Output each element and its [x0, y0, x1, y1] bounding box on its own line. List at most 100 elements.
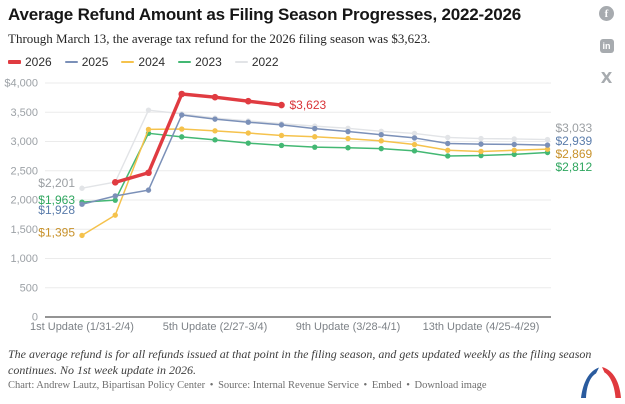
legend-item-2022: 2022 [234, 55, 279, 69]
data-point-2023 [179, 134, 185, 140]
legend-item-2024: 2024 [121, 55, 165, 69]
download-image-link[interactable]: Download image [414, 380, 487, 391]
data-point-2022 [79, 185, 85, 191]
data-point-2022 [145, 107, 152, 113]
x-tick-label: 1st Update (1/31-2/4) [30, 321, 134, 333]
data-point-2023 [445, 153, 451, 159]
data-point-2024 [445, 147, 451, 153]
facebook-share-icon[interactable]: f [599, 6, 614, 21]
x-share-icon[interactable]: X [600, 69, 613, 87]
data-point-2022 [411, 130, 418, 137]
legend-dash-icon [234, 60, 248, 64]
chart-title: Average Refund Amount as Filing Season P… [8, 5, 521, 24]
series-line-2026 [113, 92, 284, 185]
chart-subtitle: Through March 13, the average tax refund… [8, 31, 431, 46]
data-point-2023 [378, 145, 384, 152]
data-point-2024 [245, 130, 251, 136]
y-tick-label: 0 [32, 312, 38, 324]
social-share-bar: f in X [599, 6, 614, 87]
end-value-label-2023: $2,812 [556, 160, 593, 174]
y-tick-label: 2,000 [10, 195, 38, 207]
chart-canvas: $4,000 3,500 3,000 2,500 2,000 1,500 1,000 500 0… [4, 78, 593, 334]
bpc-logo-left-arc [581, 367, 599, 398]
data-point-2024 [179, 126, 185, 132]
embed-link[interactable]: Embed [371, 380, 402, 391]
data-point-2024 [544, 146, 551, 152]
credit-separator: • [209, 380, 214, 391]
y-tick-label: 500 [20, 282, 38, 294]
start-value-label-2024: $1,395 [38, 225, 75, 239]
data-point-2023 [245, 140, 251, 146]
credit-separator: • [363, 380, 368, 391]
data-point-2025 [378, 132, 384, 138]
legend-dash-icon [64, 60, 78, 64]
linkedin-share-icon[interactable]: in [599, 39, 614, 53]
data-point-2024 [278, 132, 285, 139]
data-point-2025 [112, 193, 118, 199]
y-tick-label: 3,500 [10, 107, 38, 119]
data-point-2025 [179, 112, 185, 118]
y-tick-label: 1,500 [10, 224, 38, 236]
y-tick-label: 2,500 [10, 165, 38, 177]
data-point-2025 [212, 116, 218, 122]
data-point-2025 [278, 122, 285, 128]
data-point-2026 [278, 101, 285, 109]
data-point-2022 [445, 134, 451, 141]
legend-item-2026: 2026 [8, 55, 52, 69]
y-tick-label: 1,000 [10, 253, 38, 265]
start-value-label-2023: $1,963 [38, 193, 75, 207]
x-tick-label: 9th Update (3/28-4/1) [296, 321, 401, 333]
legend-label: 2026 [25, 55, 52, 69]
data-point-2026 [111, 179, 119, 186]
data-point-2025 [145, 187, 152, 193]
end-value-label-2024: $2,869 [556, 147, 593, 161]
end-value-label-2026: $3,623 [290, 98, 327, 112]
legend-item-2025: 2025 [64, 55, 108, 69]
data-point-2022 [478, 135, 484, 142]
data-point-2022 [511, 136, 517, 142]
data-point-2025 [511, 141, 517, 148]
data-point-2025 [79, 201, 85, 207]
data-point-2023 [112, 197, 118, 203]
data-point-2024 [212, 128, 218, 134]
data-point-2024 [112, 212, 118, 218]
data-point-2022 [544, 136, 551, 143]
data-point-2024 [145, 126, 152, 133]
data-point-2023 [312, 144, 318, 150]
data-point-2025 [478, 141, 484, 147]
legend-label: 2022 [251, 55, 279, 69]
data-point-2024 [411, 141, 418, 148]
data-point-2025 [411, 135, 418, 141]
bpc-logo-right-arc [602, 367, 621, 398]
legend-item-2023: 2023 [178, 55, 222, 69]
data-point-2026 [211, 93, 219, 101]
data-point-2023 [212, 137, 218, 143]
legend-label: 2023 [195, 55, 222, 69]
credit-line: Chart: Andrew Lautz, Bipartisan Policy C… [8, 380, 568, 391]
data-point-2023 [345, 145, 351, 151]
data-point-2024 [478, 148, 484, 155]
data-point-2023 [478, 152, 484, 159]
legend-dash-icon [178, 60, 192, 64]
data-point-2025 [312, 125, 318, 132]
legend-label: 2024 [138, 55, 166, 69]
credit-source: Source: Internal Revenue Service [218, 380, 359, 391]
data-point-2024 [345, 135, 351, 142]
credit-separator: • [406, 380, 410, 391]
data-point-2023 [278, 142, 285, 149]
bpc-logo [577, 362, 623, 400]
data-point-2025 [445, 140, 451, 147]
data-point-2025 [245, 119, 251, 125]
data-point-2023 [411, 148, 418, 154]
data-point-2024 [312, 134, 318, 140]
data-point-2025 [544, 142, 551, 148]
data-point-2023 [511, 151, 517, 158]
chart-legend: 2026 2025 2024 2023 2022 [8, 55, 279, 69]
legend-dash-icon [121, 60, 135, 64]
data-point-2026 [145, 169, 152, 177]
start-value-label-2025: $1,928 [38, 203, 75, 217]
legend-dash-icon [8, 60, 21, 64]
data-point-2024 [79, 232, 85, 239]
end-value-label-2022: $3,033 [556, 121, 593, 135]
